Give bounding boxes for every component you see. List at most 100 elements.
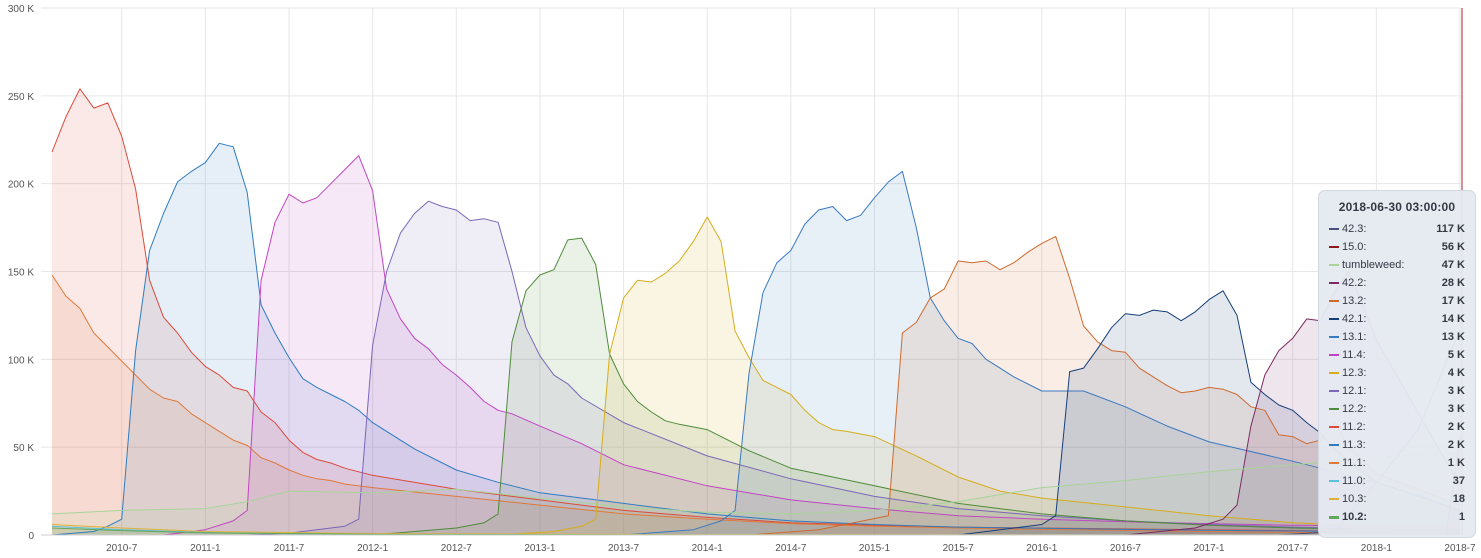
- tooltip-series-name: 42.2:: [1342, 277, 1367, 289]
- tooltip-series-name: 13.1:: [1342, 331, 1367, 343]
- series-swatch-icon: [1329, 426, 1339, 428]
- tooltip-series-value: 28 K: [1441, 277, 1465, 289]
- tooltip-series-value: 2 K: [1447, 421, 1465, 433]
- x-tick-label: 2014-1: [692, 543, 724, 554]
- x-tick-label: 2017-7: [1277, 543, 1309, 554]
- x-tick-label: 2017-1: [1193, 543, 1225, 554]
- tooltip-row: 10.3: 18: [1329, 490, 1465, 508]
- series-line-tumbleweed: [51, 451, 1461, 515]
- series-area-11-3: [52, 143, 1460, 536]
- series-area-11-0: [52, 526, 1460, 535]
- tooltip-series-name: 12.1:: [1342, 385, 1367, 397]
- tooltip-series-value: 47 K: [1441, 259, 1465, 271]
- tooltip-series-name: 10.2:: [1342, 511, 1368, 523]
- series-swatch-icon: [1329, 354, 1339, 356]
- series-swatch-icon: [1329, 462, 1339, 464]
- tooltip-series-value: 37: [1452, 475, 1465, 487]
- tooltip-row: 11.3: 2 K: [1329, 436, 1465, 454]
- x-tick-label: 2012-1: [357, 543, 389, 554]
- y-tick-label: 200 K: [8, 180, 34, 191]
- tooltip-series-name: 10.3:: [1342, 493, 1367, 505]
- series-area-11-4: [52, 155, 1460, 535]
- tooltip-series-value: 4 K: [1447, 367, 1465, 379]
- tooltip-series-name: 12.3:: [1342, 367, 1367, 379]
- series-swatch-icon: [1329, 498, 1339, 500]
- tooltip-series-name: 11.3:: [1342, 439, 1366, 451]
- series-line-13-2: [52, 235, 1461, 536]
- x-tick-label: 2018-7: [1444, 543, 1476, 554]
- series-swatch-icon: [1329, 228, 1339, 230]
- series-swatch-icon: [1329, 336, 1339, 338]
- x-tick-label: 2010-7: [106, 543, 138, 554]
- tooltip-row: 12.3: 4 K: [1329, 364, 1465, 382]
- y-tick-label: 300 K: [8, 4, 34, 15]
- series-lines: [51, 88, 1461, 536]
- x-tick-label: 2016-1: [1026, 543, 1058, 554]
- tooltip-series-name: 11.2:: [1342, 421, 1366, 433]
- series-area-12-1: [52, 201, 1460, 535]
- series-area-13-1: [52, 171, 1460, 535]
- tooltip-series-value: 1: [1458, 511, 1465, 523]
- series-line-13-1: [52, 170, 1461, 536]
- x-tick-label: 2013-7: [608, 543, 640, 554]
- tooltip-row: 13.2: 17 K: [1329, 292, 1465, 310]
- tooltip-series-name: 11.4:: [1342, 349, 1366, 361]
- y-tick-label: 150 K: [8, 268, 34, 279]
- tooltip-row: tumbleweed: 47 K: [1329, 256, 1465, 274]
- tooltip-row: 42.2: 28 K: [1329, 274, 1465, 292]
- series-swatch-icon: [1329, 300, 1339, 302]
- y-tick-label: 250 K: [8, 92, 34, 103]
- x-tick-label: 2011-1: [190, 543, 221, 554]
- series-line-11-4: [52, 155, 1461, 536]
- axes: 0 50 K 100 K 150 K 200 K 250 K 300 K 2010-7 2011…: [8, 4, 1476, 554]
- series-swatch-icon: [1329, 408, 1339, 410]
- tooltip-row: 15.0: 56 K: [1329, 238, 1465, 256]
- series-line-12-3: [52, 216, 1461, 536]
- tooltip-row: 10.2: 1: [1329, 508, 1465, 526]
- series-swatch-icon: [1329, 444, 1339, 446]
- y-tick-label: 100 K: [8, 355, 34, 366]
- x-tick-label: 2015-7: [943, 543, 975, 554]
- tooltip-series-value: 3 K: [1447, 403, 1465, 415]
- series-line-11-3: [51, 142, 1461, 536]
- tooltip-series-value: 2 K: [1447, 439, 1465, 451]
- x-tick-label: 2014-7: [775, 543, 807, 554]
- tooltip-series-value: 14 K: [1441, 313, 1465, 325]
- tooltip-series-value: 5 K: [1447, 349, 1465, 361]
- tooltip-series-value: 3 K: [1447, 385, 1465, 397]
- tooltip-row: 13.1: 13 K: [1329, 328, 1465, 346]
- tooltip-series-value: 1 K: [1447, 457, 1465, 469]
- x-tick-label: 2013-1: [524, 543, 556, 554]
- tooltip-row: 11.1: 1 K: [1329, 454, 1465, 472]
- tooltip-series-value: 13 K: [1441, 331, 1465, 343]
- tooltip-series-name: 15.0:: [1342, 241, 1367, 253]
- tooltip-series-name: tumbleweed:: [1342, 259, 1405, 271]
- series-area-12-2: [52, 238, 1460, 535]
- tooltip-series-name: 12.2:: [1342, 403, 1367, 415]
- tooltip-row: 11.0: 37: [1329, 472, 1465, 490]
- tooltip-series-name: 13.2:: [1342, 295, 1367, 307]
- tooltip-row: 11.4: 5 K: [1329, 346, 1465, 364]
- tooltip-series-value: 17 K: [1441, 295, 1465, 307]
- tooltip-row: 12.2: 3 K: [1329, 400, 1465, 418]
- x-tick-label: 2012-7: [441, 543, 473, 554]
- x-tick-label: 2016-7: [1110, 543, 1142, 554]
- tooltip-row: 42.1: 14 K: [1329, 310, 1465, 328]
- tooltip-series-name: 42.1:: [1342, 313, 1367, 325]
- series-area-13-2: [52, 236, 1460, 535]
- series-swatch-icon: [1329, 264, 1339, 266]
- series-swatch-icon: [1329, 515, 1339, 519]
- tooltip-row: 11.2: 2 K: [1329, 418, 1465, 436]
- y-tick-label: 0: [28, 531, 34, 542]
- tooltip-series-name: 42.3:: [1342, 223, 1367, 235]
- series-swatch-icon: [1329, 372, 1339, 374]
- series-swatch-icon: [1329, 282, 1339, 284]
- tooltip-row: 42.3: 117 K: [1329, 220, 1465, 238]
- series-line-12-1: [52, 200, 1461, 536]
- series-area-10-3: [52, 524, 1460, 535]
- x-tick-label: 2015-1: [859, 543, 891, 554]
